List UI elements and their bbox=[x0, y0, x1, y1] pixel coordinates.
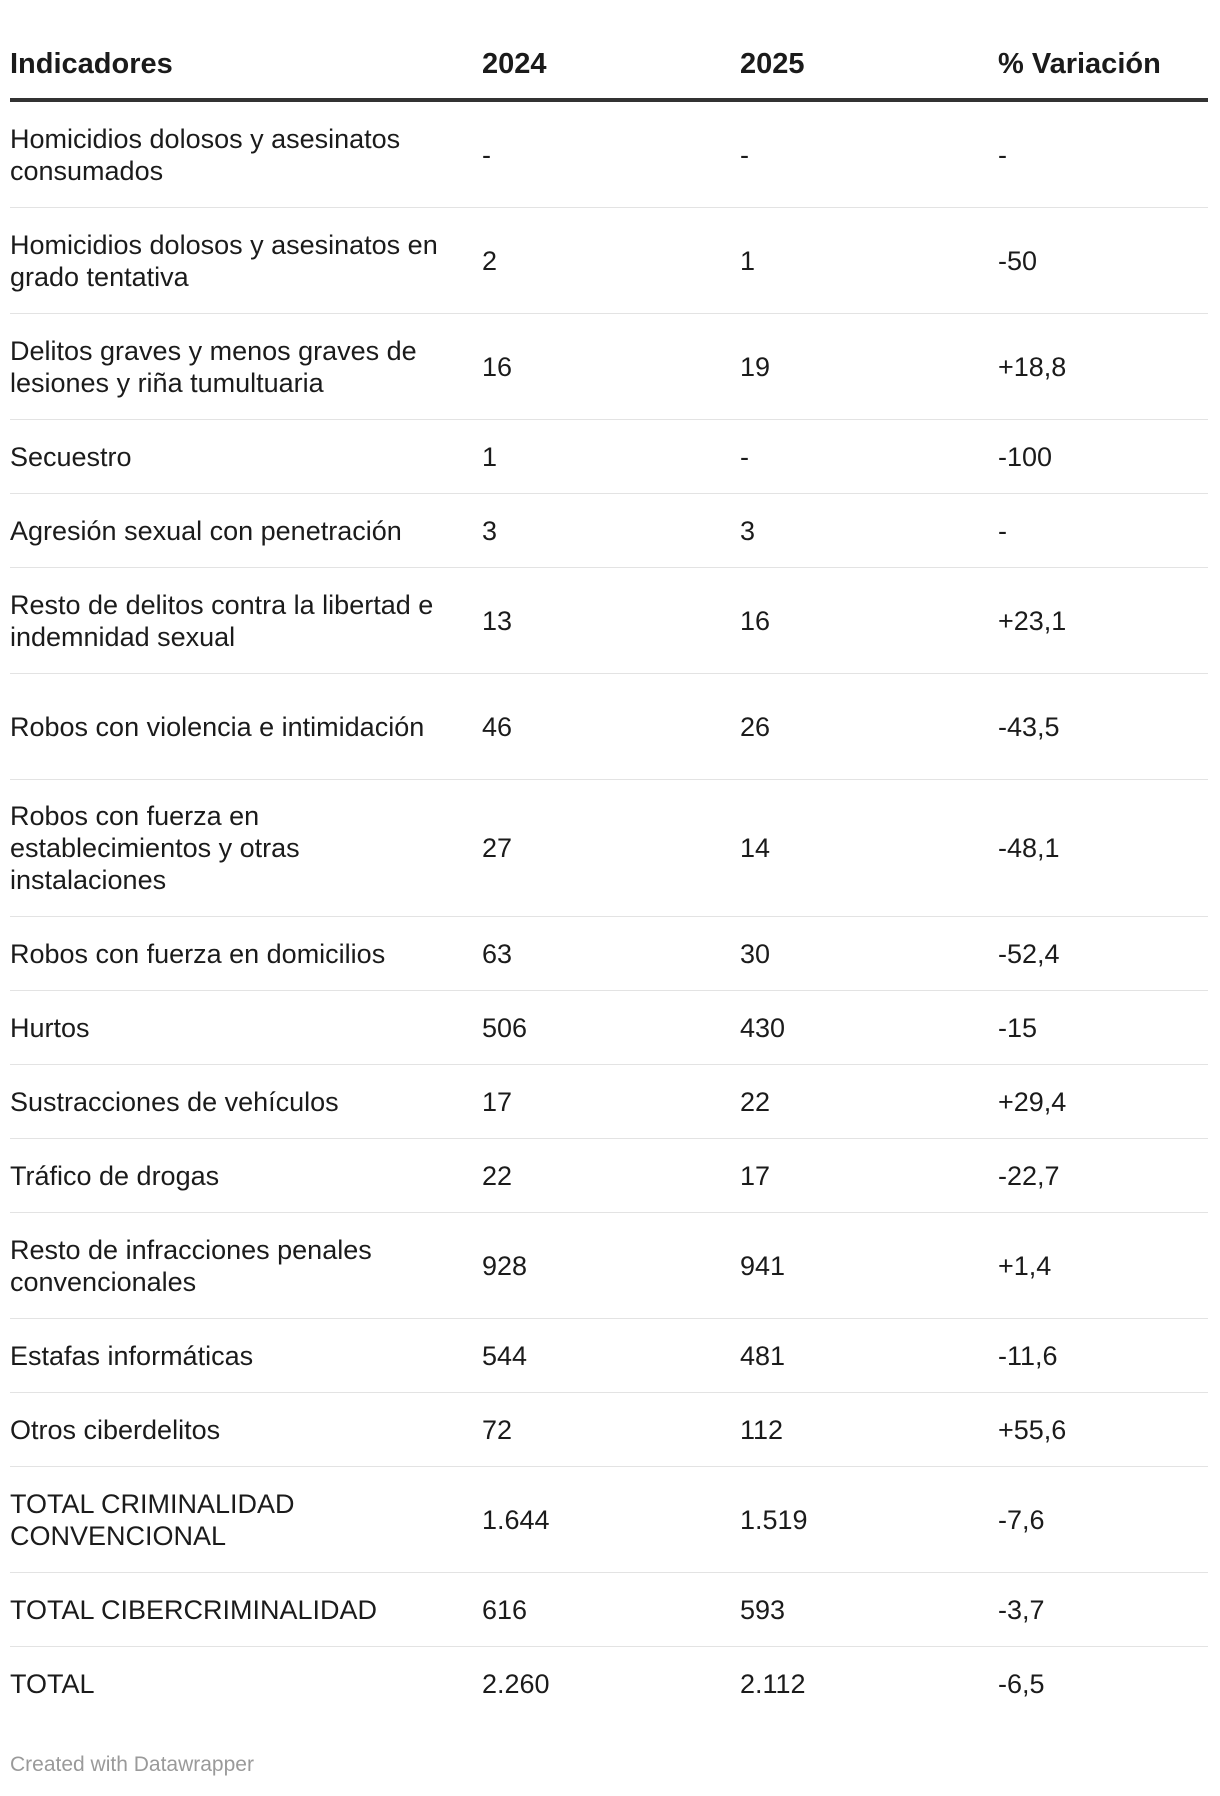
cell-2025: 112 bbox=[740, 1392, 998, 1467]
table-row: Hurtos 506 430 -15 bbox=[10, 990, 1208, 1065]
cell-variacion: -3,7 bbox=[998, 1572, 1208, 1647]
cell-2025: 19 bbox=[740, 313, 998, 420]
cell-indicador: TOTAL CIBERCRIMINALIDAD bbox=[10, 1572, 482, 1647]
cell-variacion: +1,4 bbox=[998, 1212, 1208, 1319]
cell-2025: 22 bbox=[740, 1064, 998, 1139]
cell-2025: 14 bbox=[740, 779, 998, 917]
cell-variacion: -11,6 bbox=[998, 1318, 1208, 1393]
cell-variacion: -48,1 bbox=[998, 779, 1208, 917]
cell-2025: - bbox=[740, 100, 998, 208]
cell-variacion: -52,4 bbox=[998, 916, 1208, 991]
cell-2025: 941 bbox=[740, 1212, 998, 1319]
cell-2024: 72 bbox=[482, 1392, 740, 1467]
cell-indicador: Resto de infracciones penales convencion… bbox=[10, 1212, 482, 1319]
cell-indicador: Delitos graves y menos graves de lesione… bbox=[10, 313, 482, 420]
table-row: Sustracciones de vehículos 17 22 +29,4 bbox=[10, 1064, 1208, 1139]
table-row: Tráfico de drogas 22 17 -22,7 bbox=[10, 1138, 1208, 1213]
cell-2025: 593 bbox=[740, 1572, 998, 1647]
cell-2024: 63 bbox=[482, 916, 740, 991]
cell-variacion: - bbox=[998, 100, 1208, 208]
cell-variacion: -22,7 bbox=[998, 1138, 1208, 1213]
cell-indicador: Robos con fuerza en domicilios bbox=[10, 916, 482, 991]
table-row: Homicidios dolosos y asesinatos consumad… bbox=[10, 100, 1208, 208]
cell-indicador: Hurtos bbox=[10, 990, 482, 1065]
cell-2025: 17 bbox=[740, 1138, 998, 1213]
cell-variacion: -50 bbox=[998, 207, 1208, 314]
cell-2025: 481 bbox=[740, 1318, 998, 1393]
datawrapper-credit: Created with Datawrapper bbox=[10, 1753, 254, 1776]
table-row: TOTAL CIBERCRIMINALIDAD 616 593 -3,7 bbox=[10, 1572, 1208, 1647]
data-table: Indicadores 2024 2025 % Variación Homici… bbox=[10, 30, 1208, 1720]
cell-indicador: Sustracciones de vehículos bbox=[10, 1064, 482, 1139]
cell-indicador: Robos con violencia e intimidación bbox=[10, 673, 482, 780]
cell-variacion: -43,5 bbox=[998, 673, 1208, 780]
column-header-variacion: % Variación bbox=[998, 30, 1208, 102]
cell-2024: 1.644 bbox=[482, 1466, 740, 1573]
cell-variacion: +18,8 bbox=[998, 313, 1208, 420]
cell-variacion: -7,6 bbox=[998, 1466, 1208, 1573]
cell-indicador: Secuestro bbox=[10, 419, 482, 494]
cell-indicador: Homicidios dolosos y asesinatos consumad… bbox=[10, 100, 482, 208]
table-row: TOTAL CRIMINALIDAD CONVENCIONAL 1.644 1.… bbox=[10, 1466, 1208, 1573]
cell-indicador: Resto de delitos contra la libertad e in… bbox=[10, 567, 482, 674]
cell-indicador: Otros ciberdelitos bbox=[10, 1392, 482, 1467]
table-row: TOTAL 2.260 2.112 -6,5 bbox=[10, 1647, 1208, 1721]
table-row: Otros ciberdelitos 72 112 +55,6 bbox=[10, 1392, 1208, 1467]
cell-indicador: TOTAL bbox=[10, 1668, 95, 1699]
cell-2024: 16 bbox=[482, 313, 740, 420]
cell-variacion: +23,1 bbox=[998, 567, 1208, 674]
cell-2024: 46 bbox=[482, 673, 740, 780]
table-row: Resto de infracciones penales convencion… bbox=[10, 1212, 1208, 1319]
column-header-2024: 2024 bbox=[482, 30, 740, 102]
cell-2024: 17 bbox=[482, 1064, 740, 1139]
cell-2025: 3 bbox=[740, 493, 998, 568]
cell-2024: 13 bbox=[482, 567, 740, 674]
cell-2024: 506 bbox=[482, 990, 740, 1065]
cell-indicador: Estafas informáticas bbox=[10, 1318, 482, 1393]
table-row: Robos con violencia e intimidación 46 26… bbox=[10, 673, 1208, 780]
cell-variacion: +55,6 bbox=[998, 1392, 1208, 1467]
column-header-indicadores: Indicadores bbox=[10, 30, 482, 102]
column-header-2025: 2025 bbox=[740, 30, 998, 102]
cell-indicador: Homicidios dolosos y asesinatos en grado… bbox=[10, 207, 482, 314]
table-row: Resto de delitos contra la libertad e in… bbox=[10, 567, 1208, 674]
cell-2024: 27 bbox=[482, 779, 740, 917]
cell-2024: 928 bbox=[482, 1212, 740, 1319]
cell-2025: 26 bbox=[740, 673, 998, 780]
table-row: Robos con fuerza en establecimientos y o… bbox=[10, 779, 1208, 917]
table-row: Agresión sexual con penetración 3 3 - bbox=[10, 493, 1208, 568]
cell-variacion: - bbox=[998, 493, 1208, 568]
cell-2024: 2.260 bbox=[482, 1668, 550, 1699]
table-row: Estafas informáticas 544 481 -11,6 bbox=[10, 1318, 1208, 1393]
cell-indicador: Agresión sexual con penetración bbox=[10, 493, 482, 568]
cell-2024: 616 bbox=[482, 1572, 740, 1647]
cell-variacion: -100 bbox=[998, 419, 1208, 494]
cell-indicador: Tráfico de drogas bbox=[10, 1138, 482, 1213]
cell-2024: 2 bbox=[482, 207, 740, 314]
table-row: Homicidios dolosos y asesinatos en grado… bbox=[10, 207, 1208, 314]
table-row: Delitos graves y menos graves de lesione… bbox=[10, 313, 1208, 420]
cell-indicador: Robos con fuerza en establecimientos y o… bbox=[10, 779, 482, 917]
cell-2025: 2.112 bbox=[740, 1668, 806, 1699]
cell-2025: 16 bbox=[740, 567, 998, 674]
cell-2024: 544 bbox=[482, 1318, 740, 1393]
cell-2024: 22 bbox=[482, 1138, 740, 1213]
table-row: Robos con fuerza en domicilios 63 30 -52… bbox=[10, 916, 1208, 991]
cell-2025: - bbox=[740, 419, 998, 494]
cell-2025: 1.519 bbox=[740, 1466, 998, 1573]
cell-2025: 30 bbox=[740, 916, 998, 991]
cell-2025: 1 bbox=[740, 207, 998, 314]
cell-2024: 1 bbox=[482, 419, 740, 494]
cell-indicador: TOTAL CRIMINALIDAD CONVENCIONAL bbox=[10, 1466, 482, 1573]
cell-2024: 3 bbox=[482, 493, 740, 568]
cell-variacion: +29,4 bbox=[998, 1064, 1208, 1139]
table-header-row: Indicadores 2024 2025 % Variación bbox=[10, 30, 1208, 102]
cell-2025: 430 bbox=[740, 990, 998, 1065]
cell-variacion: -6,5 bbox=[998, 1668, 1045, 1699]
table-row: Secuestro 1 - -100 bbox=[10, 419, 1208, 494]
cell-2024: - bbox=[482, 100, 740, 208]
cell-variacion: -15 bbox=[998, 990, 1208, 1065]
